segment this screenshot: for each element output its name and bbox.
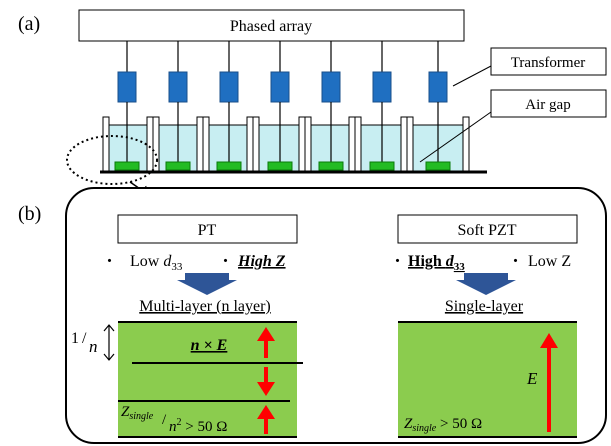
- well-wall: [354, 116, 362, 173]
- piezo-element: [369, 161, 395, 171]
- panel-b-label: (b): [18, 203, 41, 225]
- transformer-block: [372, 71, 392, 103]
- thickness-slash: /: [82, 330, 87, 347]
- thickness-numerator: 1: [71, 330, 79, 347]
- pzt-z-sub: single: [412, 423, 436, 434]
- pt-impedance-denominator: n2 > 50 Ω: [169, 417, 227, 435]
- pzt-field-label: E: [526, 369, 538, 388]
- pt-down-arrow: [177, 273, 237, 295]
- pt-material-label: PT: [198, 222, 217, 239]
- pzt-material-label: Soft PZT: [457, 222, 516, 239]
- pt-bullet-1: ・: [102, 254, 117, 270]
- pt-n-symbol: n: [169, 419, 177, 435]
- transformer-block: [168, 71, 188, 103]
- well-wall: [146, 116, 154, 173]
- transformer-block: [270, 71, 290, 103]
- piezo-element: [216, 161, 242, 171]
- well-wall: [348, 116, 356, 173]
- pzt-z-symbol: Z: [404, 416, 413, 432]
- well-wall: [400, 116, 408, 173]
- transformer-block: [219, 71, 239, 103]
- pzt-impedance: Zsingle > 50 Ω: [404, 416, 482, 434]
- pt-field-label: n × E: [191, 337, 228, 354]
- piezo-element: [425, 161, 451, 171]
- pt-method-label: Multi-layer (n layer): [139, 298, 271, 315]
- pzt-arrow-head: [540, 333, 558, 348]
- well-wall: [102, 116, 110, 173]
- pt-z-symbol: Z: [121, 404, 130, 420]
- pt-material-box: [117, 214, 298, 244]
- piezo-element: [267, 161, 293, 171]
- pt-impedance-slash: /: [162, 412, 167, 428]
- transformer-callout-label: Transformer: [511, 55, 585, 71]
- transformer-callout-line: [452, 65, 492, 87]
- well-wall: [202, 116, 210, 173]
- pt-low-text: Low: [130, 253, 163, 270]
- pt-arrow-1-head: [257, 327, 275, 341]
- panel-a-label: (a): [18, 13, 40, 35]
- pzt-property-high-d33: High d33: [408, 253, 465, 273]
- pzt-bullet-2: ・: [508, 254, 523, 270]
- pt-n-exp: 2: [177, 417, 182, 428]
- phased-array-box: [78, 9, 465, 42]
- channel-group: [102, 41, 470, 173]
- thickness-bracket-bottom: [103, 353, 115, 361]
- pt-d-sub: 33: [171, 261, 183, 273]
- piezo-element: [318, 161, 344, 171]
- pzt-material-box: [397, 214, 578, 244]
- well-wall: [152, 116, 160, 173]
- well-wall: [246, 116, 254, 173]
- pzt-bullet-1: ・: [390, 254, 405, 270]
- transformer-block: [117, 71, 137, 103]
- well-wall: [298, 116, 306, 173]
- zoom-ellipse: [66, 135, 158, 185]
- well-wall: [196, 116, 204, 173]
- phased-array-label: Phased array: [230, 18, 312, 35]
- well-wall: [406, 116, 414, 173]
- pt-arrow-3-head: [257, 405, 275, 419]
- pzt-impedance-compare: > 50 Ω: [436, 416, 482, 432]
- pzt-d-sub: 33: [454, 261, 466, 273]
- piezo-element: [165, 161, 191, 171]
- pzt-down-arrow: [456, 273, 516, 295]
- well-wall: [462, 116, 470, 173]
- pt-property-low-d33: Low d33: [130, 253, 183, 273]
- pt-arrow-2-head: [257, 382, 275, 396]
- thickness-denominator: n: [89, 337, 98, 356]
- pt-d-symbol: d: [163, 253, 172, 270]
- transformer-block: [321, 71, 341, 103]
- pzt-high-text: High: [408, 253, 446, 270]
- thickness-bracket-top: [103, 324, 115, 332]
- transformer-block: [428, 71, 448, 103]
- transformer-callout-box: [490, 47, 607, 76]
- pt-property-high-z: High Z: [237, 253, 286, 270]
- pt-impedance-numerator: Zsingle: [121, 404, 154, 422]
- piezo-element: [114, 161, 140, 171]
- pt-bullet-2: ・: [218, 254, 233, 270]
- air-gap-callout-label: Air gap: [525, 97, 570, 113]
- pt-z-sub: single: [129, 411, 153, 422]
- pzt-d-symbol: d: [446, 253, 455, 270]
- air-gap-callout-box: [490, 89, 607, 118]
- air-gap-callout-line: [419, 111, 492, 163]
- pzt-method-label: Single-layer: [445, 298, 524, 315]
- pzt-property-low-z: Low Z: [528, 253, 571, 270]
- pt-impedance-compare: > 50 Ω: [182, 419, 228, 435]
- well-wall: [252, 116, 260, 173]
- well-wall: [304, 116, 312, 173]
